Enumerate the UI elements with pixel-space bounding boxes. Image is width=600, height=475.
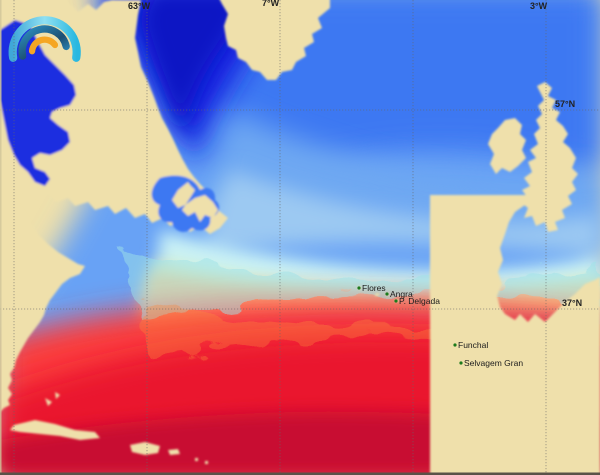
- svg-text:63°W: 63°W: [128, 1, 151, 11]
- svg-text:Flores: Flores: [362, 283, 386, 293]
- svg-text:P. Delgada: P. Delgada: [399, 296, 440, 306]
- svg-text:37°N: 37°N: [562, 298, 582, 308]
- svg-text:Funchal: Funchal: [458, 340, 488, 350]
- svg-text:Selvagem Gran: Selvagem Gran: [464, 358, 523, 368]
- svg-text:57°N: 57°N: [555, 99, 575, 109]
- svg-text:3°W: 3°W: [530, 1, 548, 11]
- svg-text:7°W: 7°W: [262, 0, 280, 8]
